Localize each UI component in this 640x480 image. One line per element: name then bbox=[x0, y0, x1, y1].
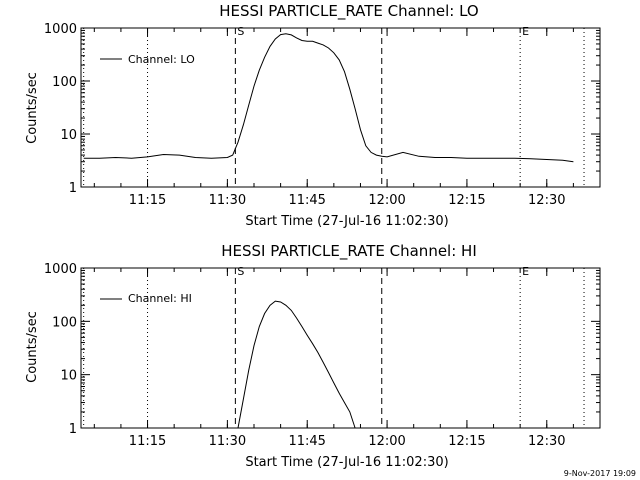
chart-title: HESSI PARTICLE_RATE Channel: LO bbox=[219, 2, 478, 21]
series-line bbox=[237, 300, 356, 429]
x-tick-label: 12:00 bbox=[368, 434, 405, 449]
x-tick-label: 11:30 bbox=[209, 434, 246, 449]
chart-title: HESSI PARTICLE_RATE Channel: HI bbox=[221, 242, 477, 261]
y-axis-label: Counts/sec bbox=[25, 72, 40, 144]
marker-label: S bbox=[237, 265, 244, 278]
y-tick-label: 10 bbox=[60, 128, 77, 143]
y-tick-label: 1 bbox=[69, 422, 77, 437]
panel-hi: HESSI PARTICLE_RATE Channel: HI Counts/s… bbox=[25, 242, 601, 470]
x-axis-label: Start Time (27-Jul-16 11:02:30) bbox=[245, 214, 448, 229]
x-tick-label: 11:15 bbox=[129, 434, 166, 449]
x-axis-label: Start Time (27-Jul-16 11:02:30) bbox=[245, 455, 448, 470]
y-axis-label: Counts/sec bbox=[25, 311, 40, 383]
x-tick-label: 12:15 bbox=[448, 193, 485, 208]
x-tick-label: 12:30 bbox=[528, 434, 565, 449]
series-line bbox=[83, 33, 574, 163]
marker-label: E bbox=[522, 265, 529, 278]
panel-lo: HESSI PARTICLE_RATE Channel: LO Counts/s… bbox=[25, 2, 601, 229]
x-tick-label: 11:30 bbox=[209, 193, 246, 208]
x-tick-label: 12:30 bbox=[528, 193, 565, 208]
legend-label: Channel: LO bbox=[128, 53, 195, 66]
plot-frame bbox=[80, 27, 601, 188]
plot-frame bbox=[80, 267, 601, 429]
marker-label: E bbox=[522, 25, 529, 38]
y-tick-label: 1 bbox=[69, 181, 77, 196]
marker-label: S bbox=[237, 25, 244, 38]
y-tick-label: 1000 bbox=[44, 262, 77, 277]
x-tick-label: 11:45 bbox=[288, 434, 325, 449]
y-tick-label: 10 bbox=[60, 369, 77, 384]
x-tick-label: 11:45 bbox=[288, 193, 325, 208]
legend-label: Channel: HI bbox=[128, 292, 192, 305]
y-tick-label: 100 bbox=[52, 315, 77, 330]
x-tick-label: 12:00 bbox=[368, 193, 405, 208]
timestamp: 9-Nov-2017 19:09 bbox=[564, 469, 636, 478]
x-tick-label: 11:15 bbox=[129, 193, 166, 208]
y-tick-label: 100 bbox=[52, 75, 77, 90]
x-tick-label: 12:15 bbox=[448, 434, 485, 449]
y-tick-label: 1000 bbox=[44, 22, 77, 37]
